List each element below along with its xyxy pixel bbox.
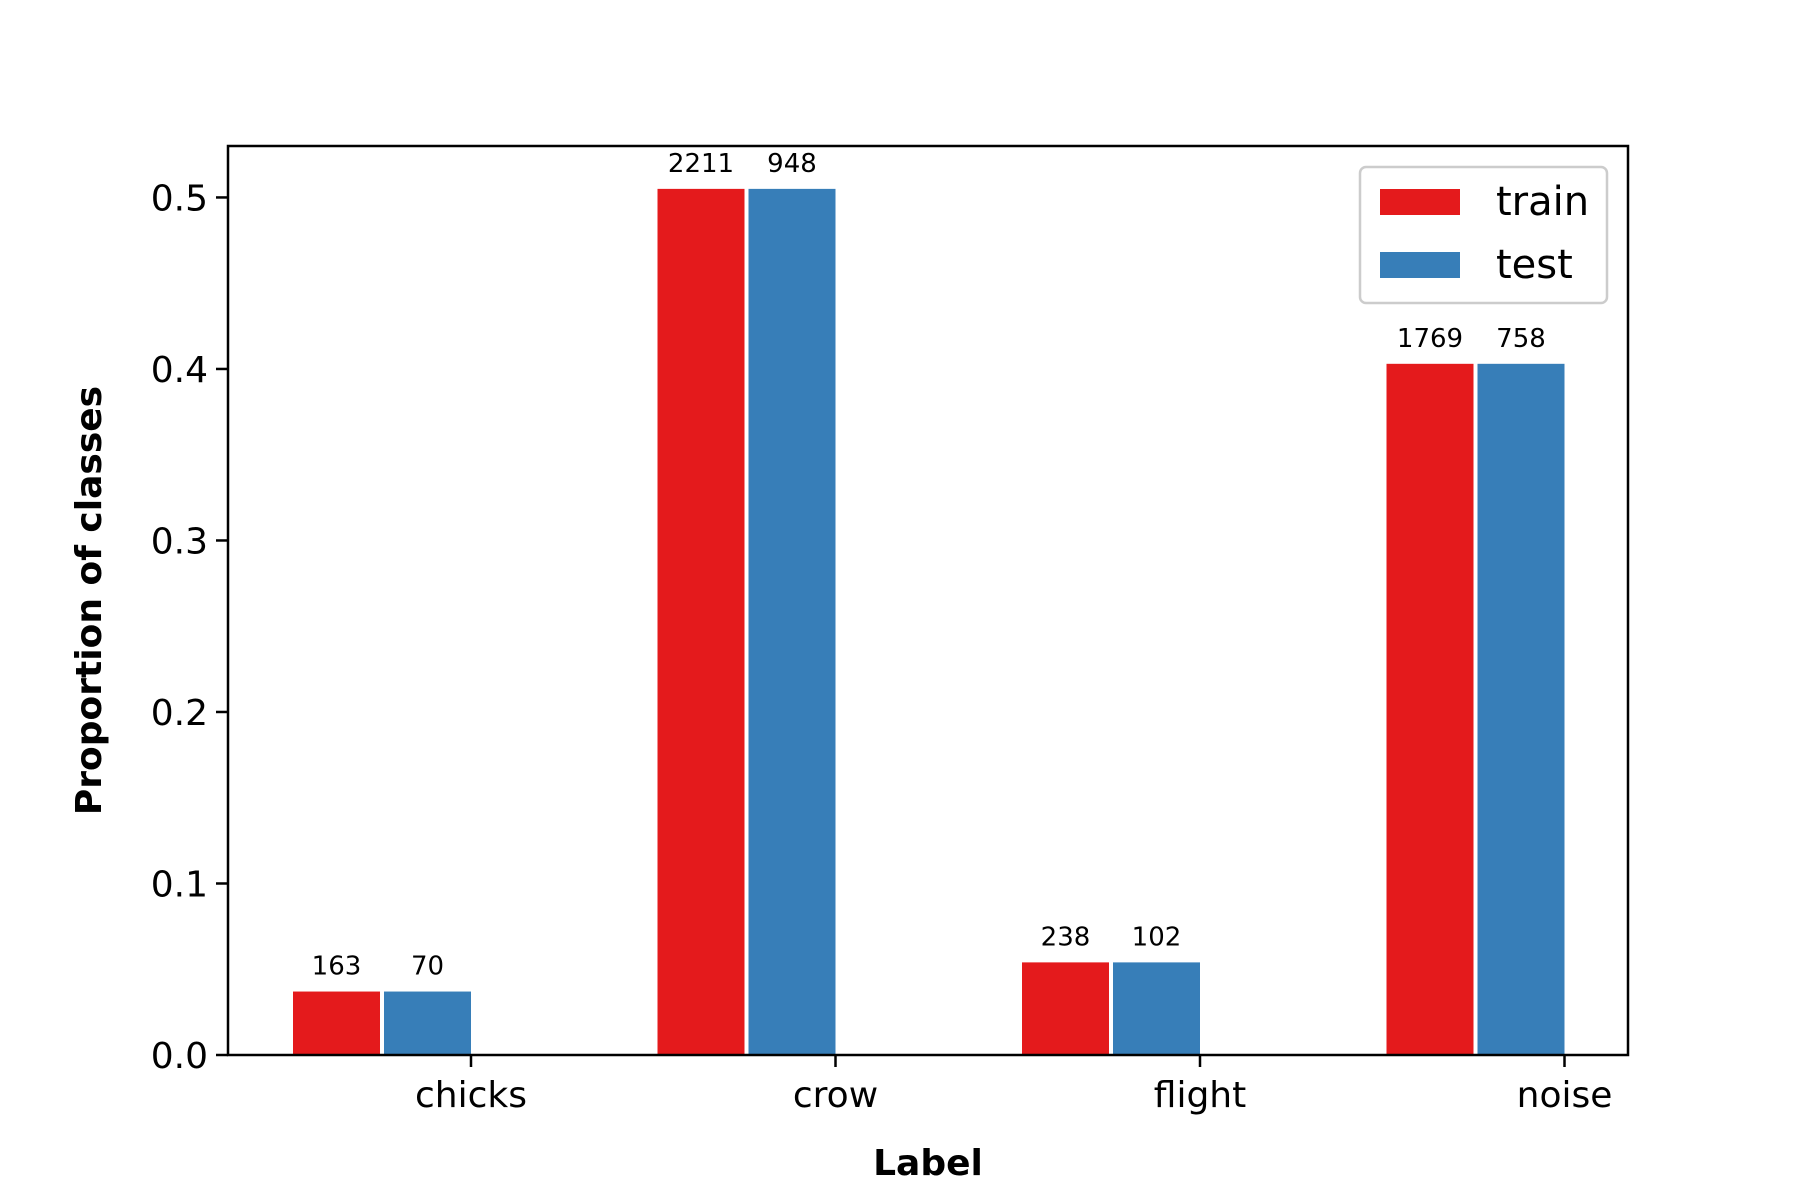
bar-train-noise xyxy=(1386,363,1474,1055)
y-tick-label: 0.0 xyxy=(151,1036,208,1077)
bar-test-crow xyxy=(748,188,836,1055)
x-tick-label: flight xyxy=(1154,1075,1246,1116)
legend-label-test: test xyxy=(1496,242,1573,288)
y-tick-label: 0.5 xyxy=(151,178,208,219)
x-tick-label: chicks xyxy=(415,1075,527,1116)
legend-label-train: train xyxy=(1496,179,1589,225)
bar-value-label: 948 xyxy=(767,149,817,179)
bar-train-flight xyxy=(1022,962,1109,1055)
y-tick-label: 0.1 xyxy=(151,864,208,905)
legend-swatch-train xyxy=(1380,189,1460,215)
bars-layer xyxy=(293,188,1565,1055)
bar-test-flight xyxy=(1113,962,1200,1055)
bar-value-label: 102 xyxy=(1132,922,1182,952)
legend-swatch-test xyxy=(1380,252,1460,278)
bar-test-chicks xyxy=(384,991,471,1055)
x-tick-label: crow xyxy=(793,1075,878,1116)
x-tick-label: noise xyxy=(1517,1075,1613,1116)
y-axis: 0.0 0.1 0.2 0.3 0.4 0.5 xyxy=(151,178,228,1077)
x-axis: chicks crow flight noise xyxy=(415,1055,1612,1116)
y-tick-label: 0.3 xyxy=(151,521,208,562)
y-tick-label: 0.2 xyxy=(151,693,208,734)
x-axis-title: Label xyxy=(873,1143,983,1184)
bar-value-label: 1769 xyxy=(1397,324,1463,354)
bar-test-noise xyxy=(1477,363,1565,1055)
y-axis-title: Proportion of classes xyxy=(69,386,110,815)
plot-frame xyxy=(226,144,1630,1057)
bar-value-label: 758 xyxy=(1496,324,1546,354)
bar-value-label: 70 xyxy=(411,952,444,982)
legend: train test xyxy=(1358,165,1609,305)
bar-value-label: 163 xyxy=(312,952,362,982)
bar-train-crow xyxy=(657,188,745,1055)
bar-labels-layer: 163 70 2211 948 238 102 1769 758 xyxy=(312,149,1546,982)
y-tick-label: 0.4 xyxy=(151,350,208,391)
bar-value-label: 238 xyxy=(1041,922,1091,952)
bar-value-label: 2211 xyxy=(668,149,734,179)
bar-train-chicks xyxy=(293,991,380,1055)
